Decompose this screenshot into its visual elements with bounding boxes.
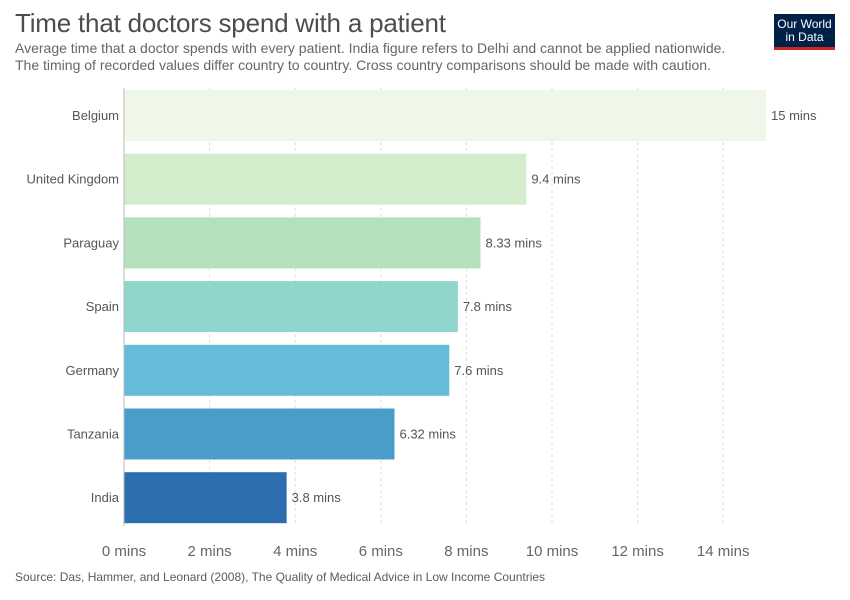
value-label: 3.8 mins — [292, 490, 342, 505]
x-tick-label: 10 mins — [526, 543, 579, 560]
chart-title: Time that doctors spend with a patient — [15, 8, 446, 38]
bar-belgium — [124, 90, 766, 141]
x-tick-label: 8 mins — [444, 543, 488, 560]
bar-india — [124, 472, 287, 524]
value-label: 8.33 mins — [486, 235, 543, 250]
value-label: 7.8 mins — [463, 299, 513, 314]
subtitle-line-2: The timing of recorded values differ cou… — [15, 57, 711, 73]
x-tick-label: 2 mins — [188, 543, 232, 560]
x-tick-label: 6 mins — [359, 543, 403, 560]
bar-tanzania — [124, 408, 395, 460]
bar-paraguay — [124, 217, 481, 269]
logo-line-1: Our World — [777, 17, 832, 31]
value-label: 6.32 mins — [399, 427, 456, 442]
category-label: Spain — [86, 299, 119, 314]
logo-line-2: in Data — [785, 30, 824, 44]
x-tick-label: 12 mins — [611, 543, 664, 560]
owid-logo[interactable]: Our World in Data — [774, 14, 835, 50]
x-tick-label: 4 mins — [273, 543, 317, 560]
chart-subtitle: Average time that a doctor spends with e… — [15, 40, 755, 74]
category-label: Belgium — [72, 108, 119, 123]
subtitle-line-1: Average time that a doctor spends with e… — [15, 40, 726, 56]
bar-spain — [124, 281, 458, 333]
category-label: Paraguay — [63, 235, 119, 250]
value-label: 15 mins — [771, 108, 817, 123]
category-label: India — [91, 490, 120, 505]
bar-germany — [124, 344, 450, 396]
logo-accent-bar — [774, 47, 835, 50]
source-note[interactable]: Source: Das, Hammer, and Leonard (2008),… — [15, 570, 546, 584]
category-label: Tanzania — [67, 427, 120, 442]
category-label: United Kingdom — [27, 172, 120, 187]
bar-united-kingdom — [124, 153, 527, 205]
value-label: 7.6 mins — [454, 363, 504, 378]
value-label: 9.4 mins — [531, 172, 581, 187]
category-label: Germany — [66, 363, 120, 378]
x-tick-label: 0 mins — [102, 543, 146, 560]
x-tick-label: 14 mins — [697, 543, 750, 560]
